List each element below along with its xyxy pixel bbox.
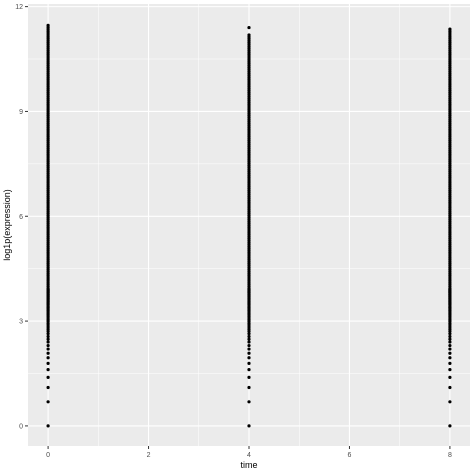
x-axis-label: time <box>240 460 257 470</box>
data-point <box>247 356 251 360</box>
data-point <box>448 385 452 390</box>
data-point <box>46 424 50 428</box>
data-point <box>46 385 50 390</box>
data-point <box>448 356 452 360</box>
data-point <box>247 332 251 336</box>
data-point <box>247 385 251 390</box>
y-tick-label: 9 <box>19 109 23 116</box>
x-tick-label: 8 <box>448 452 452 459</box>
data-point <box>448 343 452 348</box>
data-point <box>448 361 452 365</box>
data-point <box>247 361 251 365</box>
data-point <box>247 343 251 348</box>
data-point <box>46 343 50 348</box>
data-point <box>247 368 251 372</box>
data-point <box>46 23 50 27</box>
data-point <box>448 332 452 336</box>
series-time-8 <box>448 27 452 428</box>
series-time-4 <box>247 25 251 428</box>
series-time-0 <box>46 23 50 428</box>
data-point <box>247 337 251 341</box>
data-point <box>247 351 251 355</box>
data-point <box>46 334 50 339</box>
y-tick-label: 6 <box>19 214 23 221</box>
y-tick-label: 0 <box>19 423 23 430</box>
data-point <box>448 27 452 31</box>
data-point <box>46 337 50 341</box>
x-tick-label: 2 <box>147 452 151 459</box>
data-point <box>448 424 452 428</box>
data-point <box>247 334 251 339</box>
data-point <box>247 347 251 351</box>
x-tick-label: 4 <box>247 452 251 459</box>
data-points <box>46 23 452 428</box>
data-point <box>46 340 50 344</box>
y-tick-label: 3 <box>19 319 23 326</box>
data-point <box>448 337 452 341</box>
data-point <box>247 375 251 379</box>
data-point <box>448 340 452 344</box>
data-point <box>247 424 251 428</box>
data-point <box>46 400 50 404</box>
data-point <box>46 351 50 355</box>
data-point <box>247 400 251 404</box>
data-point <box>448 368 452 372</box>
data-point <box>247 25 251 30</box>
y-tick-label: 12 <box>15 4 23 11</box>
data-point <box>46 361 50 365</box>
data-point <box>448 400 452 404</box>
x-tick-label: 6 <box>348 452 352 459</box>
axis-ticks: 0 2 4 6 8 0 3 6 9 12 <box>15 4 452 459</box>
data-point <box>46 347 50 351</box>
data-point <box>46 368 50 372</box>
data-point <box>46 375 50 379</box>
y-axis-label: log1p(expression) <box>2 189 12 261</box>
data-point <box>46 332 50 336</box>
data-point <box>46 356 50 360</box>
data-point <box>247 340 251 344</box>
x-tick-label: 0 <box>46 452 50 459</box>
data-point <box>448 375 452 379</box>
data-point <box>247 33 251 37</box>
data-point <box>448 347 452 351</box>
data-point <box>448 351 452 355</box>
data-point <box>448 334 452 339</box>
